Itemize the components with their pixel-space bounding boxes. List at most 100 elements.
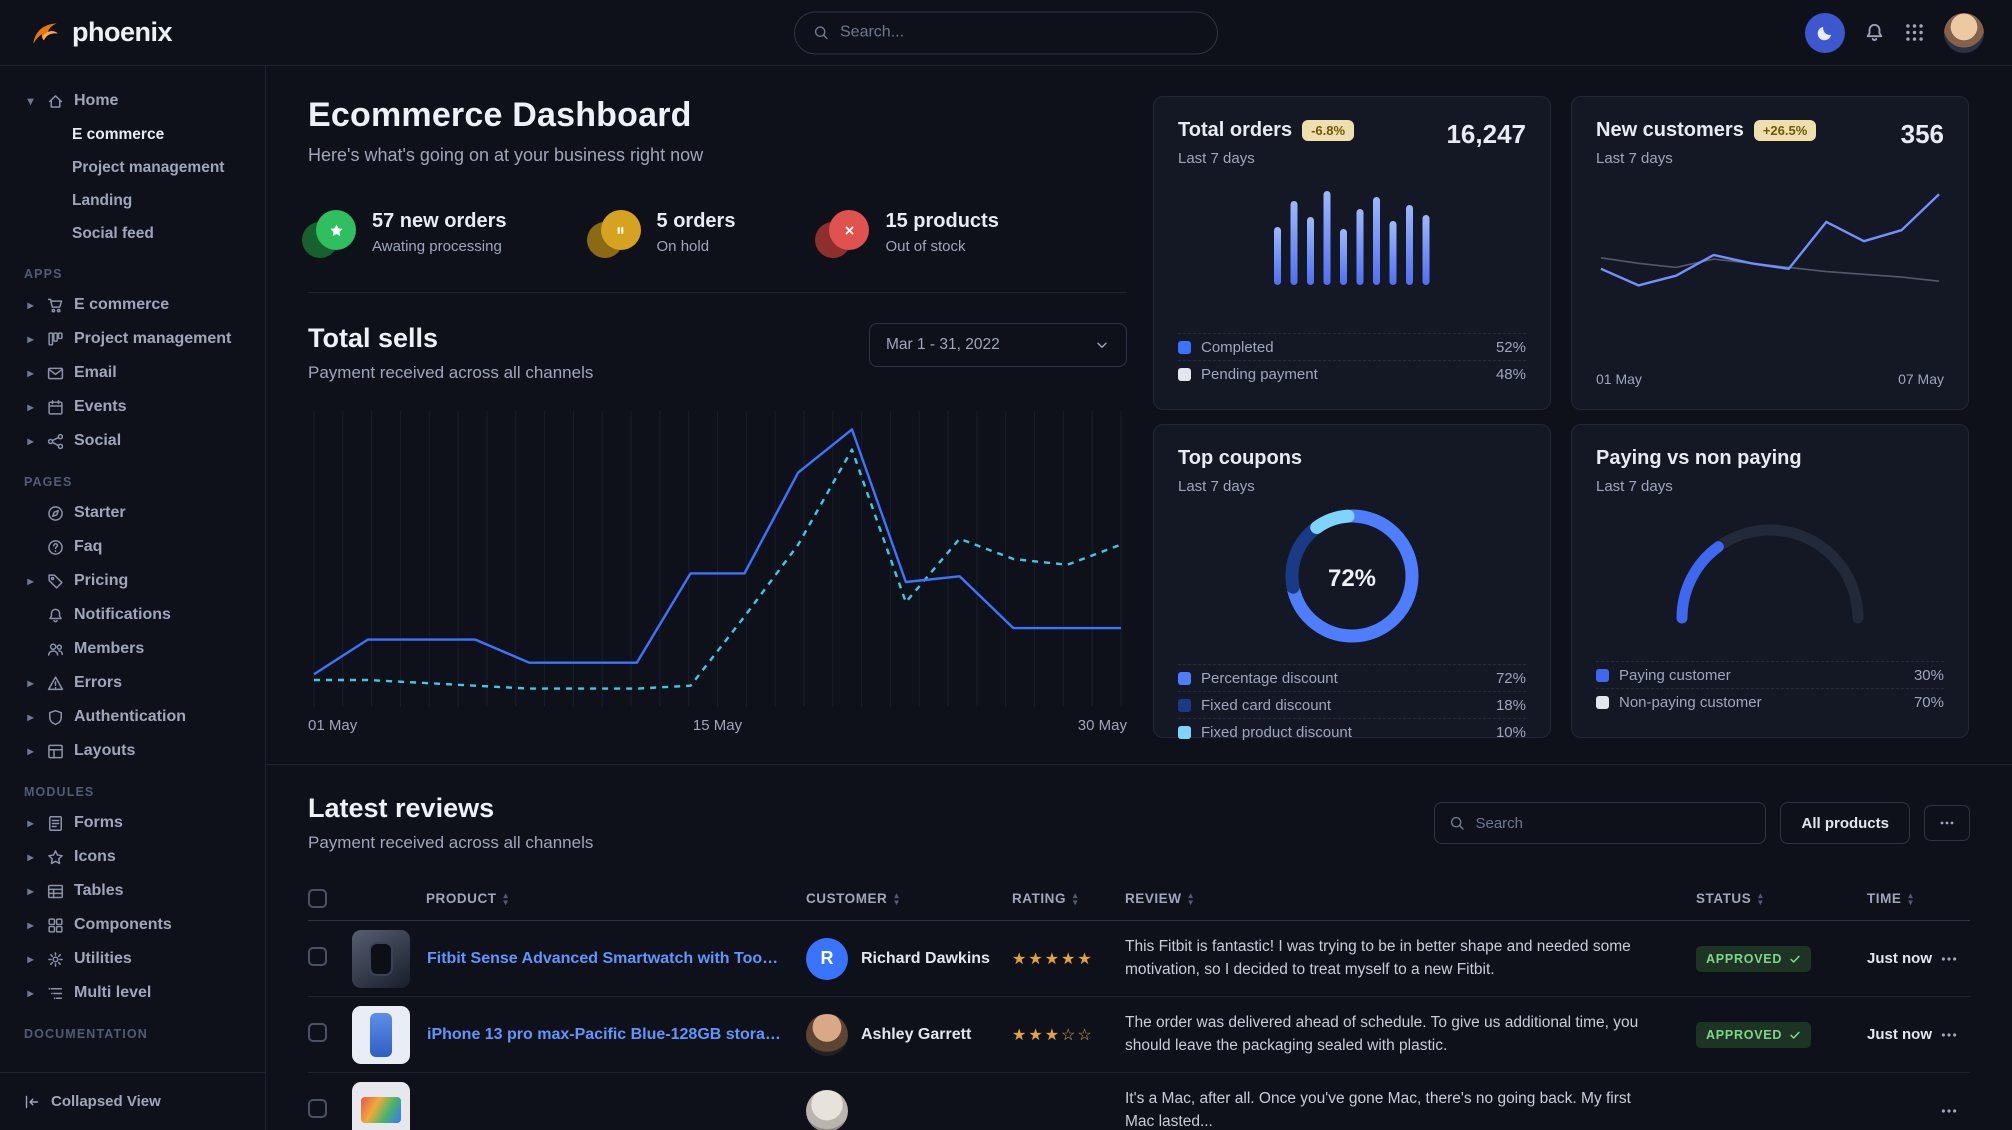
- customer-avatar[interactable]: [806, 1089, 848, 1130]
- sidebar-item-project-management[interactable]: Project management: [72, 158, 225, 176]
- row-actions-button[interactable]: [1940, 950, 1958, 968]
- table-row: It's a Mac, after all. Once you've gone …: [308, 1073, 1970, 1130]
- total-orders-legend: Completed 52% Pending payment 48%: [1178, 333, 1526, 387]
- users-icon: [47, 641, 64, 658]
- row-checkbox[interactable]: [308, 946, 327, 966]
- sidebar-item-home[interactable]: ▾ Home: [24, 84, 255, 118]
- search-icon: [813, 25, 829, 41]
- sidebar-item-components[interactable]: ▸ Components: [24, 908, 255, 942]
- select-all-checkbox[interactable]: [308, 889, 327, 908]
- sidebar-collapse-toggle[interactable]: Collapsed View: [0, 1072, 265, 1130]
- warning-icon: [47, 675, 64, 692]
- sidebar-nav: ▾ Home E commerce Project management Landing…: [0, 66, 265, 1072]
- dots-icon: [1940, 1026, 1958, 1044]
- sort-icon: ▴ ▾: [1188, 889, 1194, 907]
- sidebar-item-e-commerce[interactable]: E commerce: [72, 125, 165, 143]
- sort-icon: ▴ ▾: [1072, 889, 1078, 907]
- column-header-time[interactable]: TIME: [1867, 891, 1902, 906]
- compass-icon: [47, 505, 64, 522]
- status-badge: APPROVED: [1696, 945, 1812, 972]
- column-header-customer[interactable]: CUSTOMER: [806, 891, 888, 906]
- sidebar-item-social[interactable]: ▸ Social: [24, 424, 255, 458]
- moon-icon: [1816, 24, 1834, 42]
- legend-row: Pending payment 48%: [1178, 360, 1526, 387]
- sidebar-item-pricing[interactable]: ▸ Pricing: [24, 564, 255, 598]
- collapse-label: Collapsed View: [51, 1093, 161, 1110]
- apps-menu-button[interactable]: [1904, 22, 1925, 43]
- legend-value: 10%: [1495, 723, 1526, 741]
- product-link[interactable]: Fitbit Sense Advanced Smartwatch with To…: [427, 949, 782, 967]
- product-thumbnail[interactable]: [352, 1081, 410, 1130]
- kanban-icon: [47, 331, 64, 348]
- table-more-button[interactable]: [1924, 805, 1970, 841]
- caret-right-icon: ▸: [27, 952, 34, 966]
- sidebar-item-members[interactable]: Members: [24, 632, 255, 666]
- customer-avatar[interactable]: [806, 1013, 848, 1056]
- caret-right-icon: ▸: [27, 366, 34, 380]
- sidebar-item-forms[interactable]: ▸ Forms: [24, 806, 255, 840]
- column-header-review[interactable]: REVIEW: [1125, 891, 1182, 906]
- sidebar-item-landing[interactable]: Landing: [72, 191, 133, 209]
- global-search-input[interactable]: [840, 23, 1199, 42]
- reviews-search-input[interactable]: [1475, 814, 1752, 832]
- paying-gauge: [1655, 505, 1885, 632]
- row-actions-button[interactable]: [1940, 1026, 1958, 1044]
- sidebar-item-label: Project management: [74, 330, 232, 347]
- ellipsis-icon: [1939, 815, 1955, 831]
- sidebar-item-notifications[interactable]: Notifications: [24, 598, 255, 632]
- legend-value: 70%: [1913, 693, 1944, 711]
- card-title: Total orders: [1178, 119, 1293, 141]
- row-actions-button[interactable]: [1940, 1102, 1958, 1120]
- caret-right-icon: ▸: [27, 986, 34, 1000]
- sidebar-item-layouts[interactable]: ▸ Layouts: [24, 734, 255, 768]
- row-checkbox[interactable]: [308, 1022, 327, 1042]
- reviews-subtitle: Payment received across all channels: [308, 833, 594, 852]
- card-title: Top coupons: [1178, 447, 1303, 469]
- legend-swatch: [1178, 671, 1191, 685]
- all-products-filter[interactable]: All products: [1780, 802, 1910, 844]
- sidebar-item-multi-level[interactable]: ▸ Multi level: [24, 976, 255, 1010]
- brand[interactable]: phoenix: [28, 16, 173, 50]
- user-avatar[interactable]: [1944, 12, 1984, 53]
- legend-swatch: [1178, 340, 1191, 354]
- form-icon: [47, 815, 64, 832]
- date-range-select[interactable]: Mar 1 - 31, 2022: [869, 323, 1127, 367]
- sidebar-item-label: Pricing: [74, 572, 129, 589]
- sidebar-item-label: Layouts: [74, 742, 136, 759]
- sidebar-item-tables[interactable]: ▸ Tables: [24, 874, 255, 908]
- x-icon: [842, 223, 857, 238]
- caret-right-icon: ▸: [27, 816, 34, 830]
- mail-icon: [47, 365, 64, 382]
- theme-toggle-button[interactable]: [1805, 12, 1845, 53]
- product-thumbnail[interactable]: [352, 929, 410, 988]
- x-axis-label: 01 May: [308, 717, 358, 734]
- sidebar-item-errors[interactable]: ▸ Errors: [24, 666, 255, 700]
- caret-right-icon: ▸: [27, 850, 34, 864]
- customer-avatar[interactable]: R: [806, 937, 848, 980]
- new-customers-card: New customers +26.5% Last 7 days 356 01 …: [1571, 96, 1969, 410]
- sidebar-item-e-commerce[interactable]: ▸ E commerce: [24, 288, 255, 322]
- sidebar-item-icons[interactable]: ▸ Icons: [24, 840, 255, 874]
- sidebar-item-starter[interactable]: Starter: [24, 496, 255, 530]
- row-checkbox[interactable]: [308, 1098, 327, 1118]
- column-header-rating[interactable]: RATING: [1012, 891, 1066, 906]
- product-thumbnail[interactable]: [352, 1005, 410, 1064]
- reviews-table-body: Fitbit Sense Advanced Smartwatch with To…: [308, 921, 1970, 1130]
- pause-icon: [613, 223, 628, 238]
- column-header-status[interactable]: STATUS: [1696, 891, 1752, 906]
- sidebar-item-events[interactable]: ▸ Events: [24, 390, 255, 424]
- sidebar-item-email[interactable]: ▸ Email: [24, 356, 255, 390]
- sidebar-item-project-management[interactable]: ▸ Project management: [24, 322, 255, 356]
- column-header-product[interactable]: PRODUCT: [426, 891, 497, 906]
- reviews-table: PRODUCT ▴ ▾ CUSTOMER ▴ ▾ RATING ▴ ▾ REVIEW ▴ ▾ S…: [308, 877, 1970, 1130]
- sidebar-item-authentication[interactable]: ▸ Authentication: [24, 700, 255, 734]
- x-axis-label: 07 May: [1898, 371, 1944, 387]
- sidebar-item-faq[interactable]: Faq: [24, 530, 255, 564]
- notifications-button[interactable]: [1864, 22, 1885, 43]
- product-link[interactable]: iPhone 13 pro max-Pacific Blue-128GB sto…: [427, 1025, 782, 1043]
- sidebar-item-social-feed[interactable]: Social feed: [72, 224, 154, 242]
- x-axis-label: 15 May: [692, 717, 743, 734]
- legend-value: 52%: [1495, 338, 1526, 356]
- reviews-table-header: PRODUCT ▴ ▾ CUSTOMER ▴ ▾ RATING ▴ ▾ REVIEW ▴ ▾ S…: [308, 877, 1970, 921]
- sidebar-item-utilities[interactable]: ▸ Utilities: [24, 942, 255, 976]
